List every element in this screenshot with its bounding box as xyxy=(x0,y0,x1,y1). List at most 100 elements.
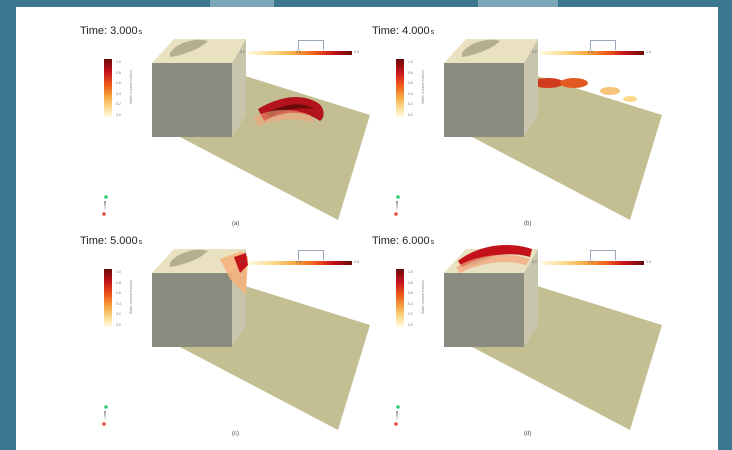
cube-cavity xyxy=(462,39,500,57)
scale-bracket xyxy=(590,40,616,50)
simulation-render xyxy=(394,39,662,220)
cb-tick: 1.0 xyxy=(408,60,413,64)
panel-b: Time: 4.000s 1.0 0.8 0.6 0.4 0.2 0.0 Wate… xyxy=(372,25,662,233)
cb-tick: 0.4 xyxy=(408,301,413,306)
colorbar-title: Water volume fraction xyxy=(129,70,133,104)
colorbar-ticks: 1.0 0.8 0.6 0.4 0.2 0.0 xyxy=(116,57,121,120)
time-readout: Time: 3.000s xyxy=(80,25,142,37)
colorbar-vertical xyxy=(396,59,404,117)
time-unit: s xyxy=(430,239,435,246)
colorbar-ticks: 1.0 0.8 0.6 0.4 0.2 0.0 xyxy=(408,57,413,120)
flow-arc-halo xyxy=(456,254,530,273)
cb-tick: 0.2 xyxy=(116,102,121,106)
cb-tick: 0.2 xyxy=(408,312,413,316)
hbar-left-label: 0.0 xyxy=(240,260,245,264)
panel-a: Time: 3.000s 1.0 0.8 0.6 0.4 0.2 0.0 Wate… xyxy=(80,25,370,233)
flow-patch xyxy=(600,87,620,95)
colorbar-ticks: 1.0 0.8 0.6 0.4 0.2 0.0 xyxy=(116,267,121,330)
colorbar-horizontal xyxy=(540,51,644,55)
cube-side xyxy=(524,39,538,137)
figure-page: Time: 3.000s 1.0 0.8 0.6 0.4 0.2 0.0 Wate… xyxy=(16,7,718,450)
cube-front xyxy=(444,63,524,137)
flow-halo xyxy=(254,109,316,127)
simulation-render xyxy=(102,39,370,220)
cube-front xyxy=(444,273,524,347)
time-label: Time: xyxy=(372,235,400,247)
flow-patch xyxy=(560,78,588,88)
cube-front xyxy=(152,63,232,137)
cube-front xyxy=(152,273,232,347)
time-readout: Time: 5.000s xyxy=(80,235,142,247)
cb-tick: 0.2 xyxy=(408,102,413,106)
colorbar-ticks: 1.0 0.8 0.6 0.4 0.2 0.0 xyxy=(408,267,413,330)
hbar-right-label: 1.0 xyxy=(646,260,651,264)
hbar-left-label: 0.0 xyxy=(532,50,537,54)
simulation-render xyxy=(394,245,662,430)
hbar-right-label: 1.0 xyxy=(354,50,359,54)
axis-triad xyxy=(396,411,398,421)
axis-triad xyxy=(104,201,106,211)
time-value: 3.000 xyxy=(110,25,138,37)
flow-band-core xyxy=(266,104,314,117)
simulation-render xyxy=(102,249,370,430)
cb-tick: 1.0 xyxy=(408,270,413,274)
colorbar-horizontal xyxy=(248,51,352,55)
hbar-right-label: 1.0 xyxy=(646,50,651,54)
top-accent-strip-2 xyxy=(478,0,558,7)
panel-caption: (d) xyxy=(524,431,532,437)
time-unit: s xyxy=(430,29,435,36)
hbar-left-label: 0.0 xyxy=(240,50,245,54)
cb-tick: 0.6 xyxy=(408,81,413,85)
cube-top xyxy=(152,39,246,63)
panel-caption: (c) xyxy=(232,431,239,437)
flow-patch xyxy=(623,96,637,102)
colorbar-vertical xyxy=(396,269,404,327)
flow-arc xyxy=(458,245,532,267)
cb-tick: 0.6 xyxy=(116,291,121,295)
hbar-right-label: 1.0 xyxy=(354,260,359,264)
hbar-mid-label: 0.5 xyxy=(588,260,593,264)
time-label: Time: xyxy=(80,235,108,247)
time-value: 5.000 xyxy=(110,235,138,247)
top-accent-strip-1 xyxy=(210,0,274,7)
colorbar-horizontal xyxy=(248,261,352,265)
cb-tick: 0.8 xyxy=(408,280,413,285)
scale-bracket xyxy=(298,40,324,50)
cube-top xyxy=(152,249,246,273)
cb-tick: 0.8 xyxy=(116,280,121,285)
cb-tick: 0.0 xyxy=(116,322,121,327)
colorbar-title: Water volume fraction xyxy=(421,280,425,314)
colorbar-title: Water volume fraction xyxy=(129,280,133,314)
hbar-mid-label: 0.5 xyxy=(296,50,301,54)
time-unit: s xyxy=(138,239,143,246)
panel-caption: (b) xyxy=(524,221,532,227)
flow-spill-core xyxy=(234,253,248,273)
time-readout: Time: 4.000s xyxy=(372,25,434,37)
hbar-mid-label: 0.5 xyxy=(588,50,593,54)
cb-tick: 0.4 xyxy=(408,91,413,96)
cube-cavity xyxy=(170,39,208,57)
scale-bracket xyxy=(298,250,324,260)
panel-d: Time: 6.000s 1.0 0.8 0.6 0.4 0.2 0.0 Wate… xyxy=(372,235,662,443)
scale-bracket xyxy=(590,250,616,260)
cb-tick: 0.6 xyxy=(408,291,413,295)
cb-tick: 0.4 xyxy=(116,91,121,96)
cube-cavity xyxy=(170,249,208,267)
cube-side xyxy=(524,249,538,347)
cb-tick: 0.2 xyxy=(116,312,121,316)
cb-tick: 0.8 xyxy=(408,70,413,75)
cb-tick: 1.0 xyxy=(116,60,121,64)
axis-triad xyxy=(104,411,106,421)
cb-tick: 1.0 xyxy=(116,270,121,274)
hbar-left-label: 0.0 xyxy=(532,260,537,264)
time-readout: Time: 6.000s xyxy=(372,235,434,247)
cube-side xyxy=(232,39,246,137)
axis-triad xyxy=(396,201,398,211)
time-label: Time: xyxy=(372,25,400,37)
cb-tick: 0.0 xyxy=(408,322,413,327)
time-label: Time: xyxy=(80,25,108,37)
colorbar-title: Water volume fraction xyxy=(421,70,425,104)
cube-top xyxy=(444,39,538,63)
cb-tick: 0.0 xyxy=(408,112,413,117)
panel-caption: (a) xyxy=(232,221,240,227)
